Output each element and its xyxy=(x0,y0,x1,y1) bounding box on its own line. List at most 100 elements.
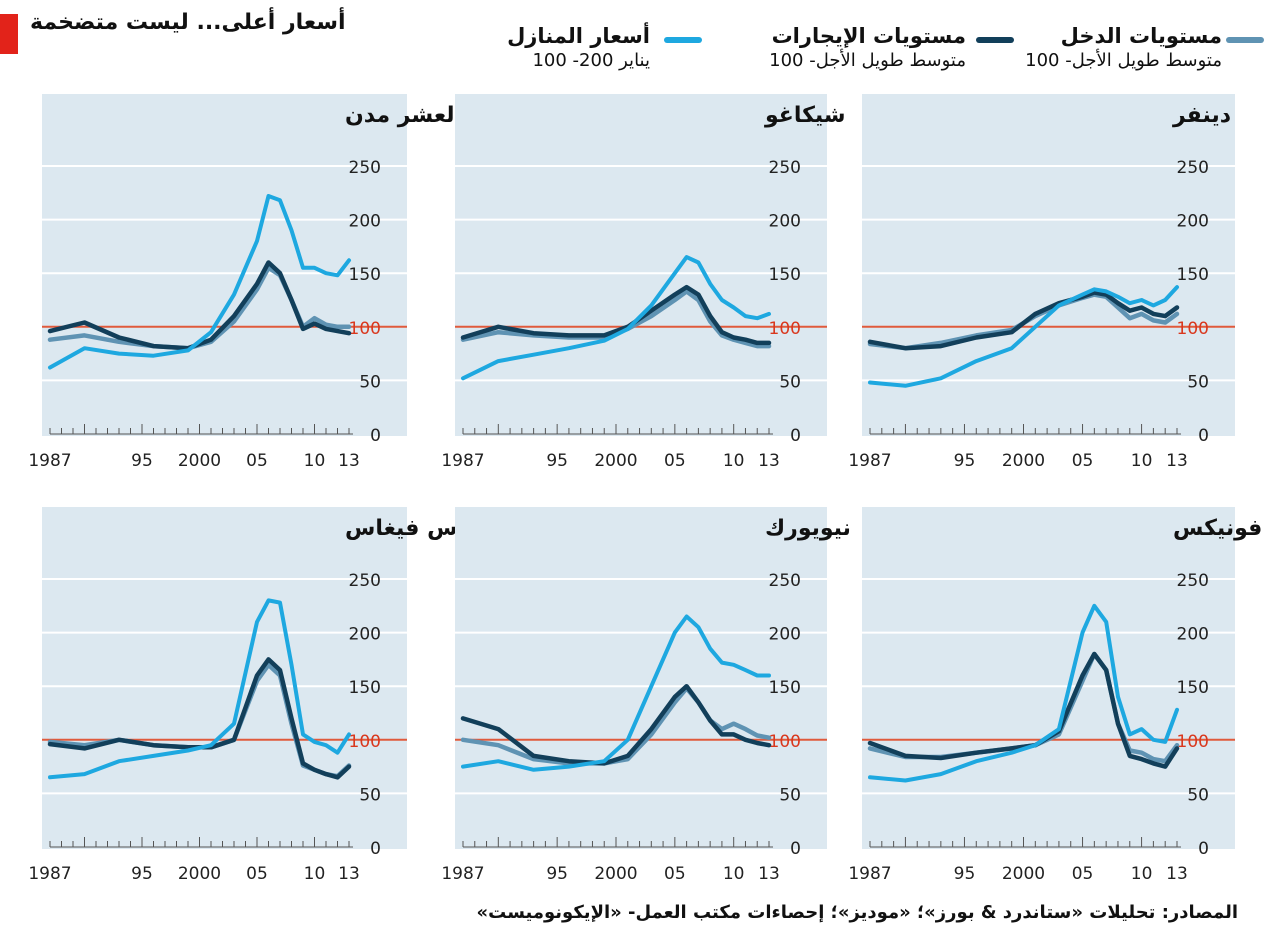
legend-home-prices: أسعار المنازل يناير 200- 100 xyxy=(480,24,650,71)
y-tick-label: 250 xyxy=(769,158,801,178)
chart-panel-4: 0 50 100 150 200 250 1987 95 2000 05 10 13 لاس فيغاس xyxy=(28,507,474,884)
y-tick-label: 150 xyxy=(1177,678,1209,698)
y-tick-label: 200 xyxy=(769,212,801,232)
y-tick-label: 50 xyxy=(359,372,381,392)
x-tick-label: 1987 xyxy=(441,864,484,884)
x-tick-label: 95 xyxy=(954,451,976,471)
x-tick-label: 2000 xyxy=(178,864,221,884)
x-tick-label: 1987 xyxy=(848,864,891,884)
x-tick-label: 1987 xyxy=(441,451,484,471)
series-line-home-prices xyxy=(868,285,1179,388)
x-tick-label: 1987 xyxy=(848,451,891,471)
panel-background xyxy=(455,507,827,849)
x-tick-label: 2000 xyxy=(1002,864,1045,884)
y-tick-label: 200 xyxy=(1177,625,1209,645)
legend-sub-income: متوسط طويل الأجل- 100 xyxy=(1025,50,1222,71)
legend-rents: مستويات الإيجارات متوسط طويل الأجل- 100 xyxy=(706,24,966,71)
title-accent-bar xyxy=(0,14,18,54)
legend-swatch-home-prices xyxy=(664,37,702,43)
chart-title: نيويورك xyxy=(765,516,851,541)
x-tick-label: 10 xyxy=(723,451,745,471)
x-tick-label: 95 xyxy=(131,864,153,884)
y-tick-label: 150 xyxy=(769,678,801,698)
y-tick-label: 200 xyxy=(769,625,801,645)
y-tick-label: 50 xyxy=(779,785,801,805)
y-tick-label: 150 xyxy=(1177,265,1209,285)
y-tick-label: 250 xyxy=(349,158,381,178)
panel-background xyxy=(42,507,407,849)
x-tick-label: 13 xyxy=(338,451,360,471)
series-line-home-prices xyxy=(48,194,351,370)
panel-background xyxy=(862,507,1235,849)
x-tick-label: 2000 xyxy=(594,864,637,884)
sources-footer: المصادر: تحليلات «ستاندرد & بورز»؛ «مودي… xyxy=(476,902,1238,923)
y-tick-label: 50 xyxy=(1187,372,1209,392)
x-tick-label: 95 xyxy=(546,451,568,471)
y-tick-label: 200 xyxy=(1177,212,1209,232)
y-tick-label: 200 xyxy=(349,212,381,232)
x-tick-label: 13 xyxy=(758,864,780,884)
legend-label-home-prices: أسعار المنازل xyxy=(507,24,650,48)
series-line-rents xyxy=(867,651,1180,769)
y-tick-label: 100 xyxy=(1177,319,1209,339)
legend-label-rents: مستويات الإيجارات xyxy=(771,24,966,48)
panel-background xyxy=(455,94,827,436)
chart-panel-5: 0 50 100 150 200 250 1987 95 2000 05 10 13 نيويورك xyxy=(441,507,851,884)
x-tick-label: 10 xyxy=(304,451,326,471)
series-line-rents xyxy=(47,657,352,780)
y-tick-label: 0 xyxy=(370,426,381,446)
y-tick-label: 100 xyxy=(1177,732,1209,752)
x-tick-label: 95 xyxy=(546,864,568,884)
y-tick-label: 0 xyxy=(370,839,381,859)
x-tick-label: 05 xyxy=(246,451,268,471)
chart-title: دينفر xyxy=(1172,103,1231,128)
y-tick-label: 250 xyxy=(1177,158,1209,178)
y-tick-label: 200 xyxy=(349,625,381,645)
x-tick-label: 95 xyxy=(954,864,976,884)
y-tick-label: 100 xyxy=(349,732,381,752)
legend-swatch-rents xyxy=(976,37,1014,43)
legend-swatch-income xyxy=(1226,37,1264,43)
x-tick-label: 10 xyxy=(304,864,326,884)
y-tick-label: 0 xyxy=(790,426,801,446)
y-tick-label: 150 xyxy=(769,265,801,285)
y-tick-label: 50 xyxy=(779,372,801,392)
y-tick-label: 0 xyxy=(1198,426,1209,446)
series-line-rents xyxy=(867,290,1180,351)
y-tick-label: 150 xyxy=(349,678,381,698)
y-tick-label: 0 xyxy=(1198,839,1209,859)
x-tick-label: 05 xyxy=(664,451,686,471)
legend-label-income: مستويات الدخل xyxy=(1060,24,1222,48)
x-tick-label: 2000 xyxy=(178,451,221,471)
x-tick-label: 05 xyxy=(1072,451,1094,471)
x-tick-label: 2000 xyxy=(594,451,637,471)
y-tick-label: 50 xyxy=(359,785,381,805)
x-tick-label: 13 xyxy=(758,451,780,471)
series-line-home-prices xyxy=(48,598,351,780)
chart-panel-2: 0 50 100 150 200 250 1987 95 2000 05 10 13 شيكاغو xyxy=(441,94,846,471)
x-tick-label: 1987 xyxy=(28,864,71,884)
y-tick-label: 250 xyxy=(349,571,381,591)
series-line-home-prices xyxy=(868,603,1179,783)
y-tick-label: 100 xyxy=(349,319,381,339)
y-tick-label: 250 xyxy=(1177,571,1209,591)
page-title: أسعار أعلى... ليست متضخمة xyxy=(30,10,346,35)
x-tick-label: 13 xyxy=(1166,864,1188,884)
chart-title: فونيكس xyxy=(1173,516,1262,541)
x-tick-label: 05 xyxy=(664,864,686,884)
chart-panel-6: 0 50 100 150 200 250 1987 95 2000 05 10 13 فونيكس xyxy=(848,507,1262,884)
x-tick-label: 05 xyxy=(246,864,268,884)
legend-sub-rents: متوسط طويل الأجل- 100 xyxy=(769,50,966,71)
legend-income: مستويات الدخل متوسط طويل الأجل- 100 xyxy=(992,24,1222,71)
y-tick-label: 100 xyxy=(769,319,801,339)
y-tick-label: 150 xyxy=(349,265,381,285)
series-line-rents xyxy=(460,284,772,346)
y-tick-label: 0 xyxy=(790,839,801,859)
y-tick-label: 50 xyxy=(1187,785,1209,805)
series-line-home-prices xyxy=(461,255,771,381)
chart-title: شيكاغو xyxy=(764,103,846,128)
panel-background xyxy=(862,94,1235,436)
x-tick-label: 10 xyxy=(1131,864,1153,884)
x-tick-label: 13 xyxy=(1166,451,1188,471)
chart-panel-3: 0 50 100 150 200 250 1987 95 2000 05 10 13 دينفر xyxy=(848,94,1235,471)
